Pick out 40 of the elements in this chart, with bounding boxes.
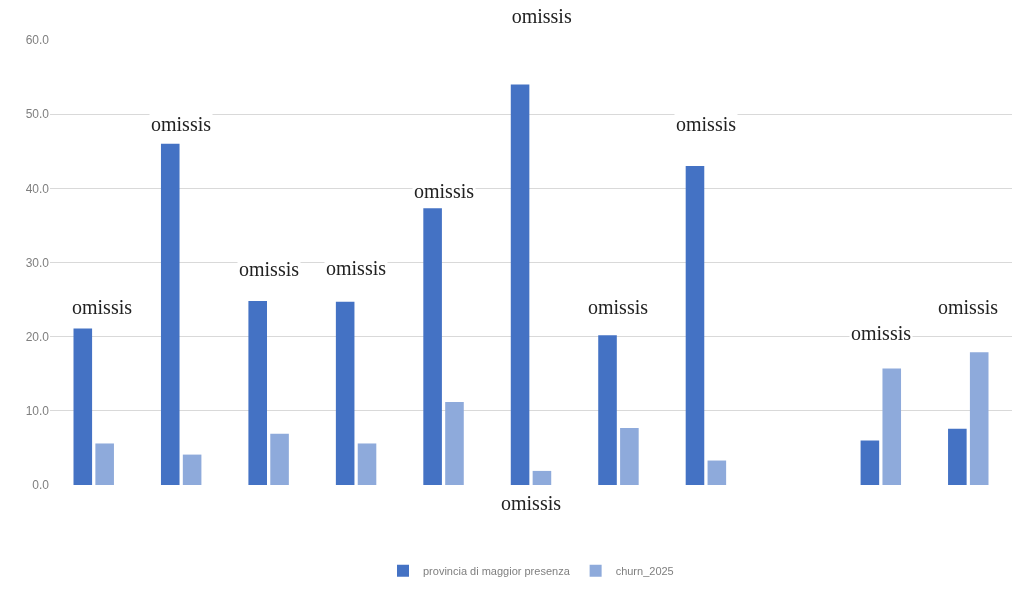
annotation: omissis [676,113,737,135]
bar [969,352,989,485]
chart-title: omissis [511,4,572,27]
y-tick-label: 50.0 [25,107,50,122]
bar [860,440,880,485]
bar [248,301,267,485]
bar [160,143,180,485]
bar [445,401,464,485]
bar [335,301,355,485]
bar [423,208,442,485]
y-tick-label: 40.0 [25,181,50,196]
bar [598,335,617,485]
bar [948,428,967,485]
bar [95,443,114,485]
annotation: omissis [72,296,133,318]
annotation: omissis [151,113,212,135]
bar [510,84,530,485]
legend-label: churn_2025 [615,564,674,577]
annotation: omissis [851,322,912,344]
bar [182,454,202,485]
y-tick-label: 0.0 [32,478,50,493]
x-axis-title: omissis [500,491,562,514]
bar [707,460,727,485]
bar [73,328,93,485]
y-tick-label: 30.0 [25,255,50,270]
bar [357,443,377,485]
legend-label: provincia di maggior presenza [423,564,571,577]
annotation: omissis [239,258,300,280]
bar [270,433,289,485]
bar [532,470,552,485]
bar [685,166,705,485]
annotation: omissis [588,296,649,318]
y-tick-label: 60.0 [25,33,50,48]
annotation: omissis [326,257,387,279]
y-tick-label: 10.0 [25,404,50,419]
annotation: omissis [938,296,999,318]
bar [882,368,902,485]
y-tick-label: 20.0 [25,329,50,344]
bar [620,427,639,485]
annotation: omissis [414,180,475,202]
